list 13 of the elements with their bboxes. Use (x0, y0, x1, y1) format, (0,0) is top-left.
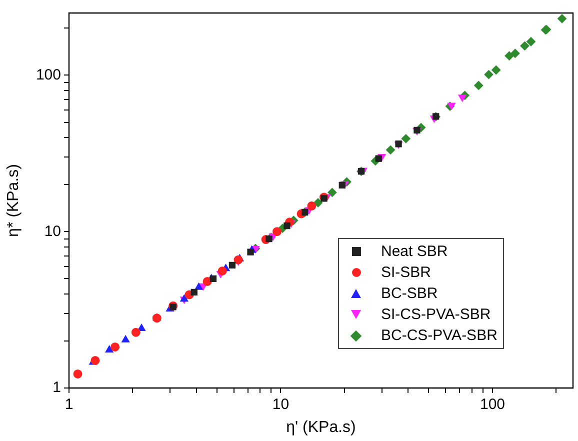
legend-label: BC-SBR (381, 285, 438, 302)
legend-label: BC-CS-PVA-SBR (381, 327, 498, 344)
y-tick-label: 1 (52, 379, 61, 396)
x-tick-label: 100 (480, 396, 506, 414)
legend-label: Neat SBR (381, 243, 448, 260)
x-tick-label: 10 (272, 396, 290, 414)
x-tick-label: 1 (64, 396, 74, 414)
y-tick-label: 10 (44, 222, 61, 240)
legend-label: SI-SBR (381, 264, 432, 281)
y-axis-title: η* (KPa.s) (5, 164, 22, 237)
y-tick-label: 100 (36, 66, 61, 84)
x-axis-title: η' (KPa.s) (286, 418, 356, 436)
legend-label: SI-CS-PVA-SBR (381, 306, 491, 323)
